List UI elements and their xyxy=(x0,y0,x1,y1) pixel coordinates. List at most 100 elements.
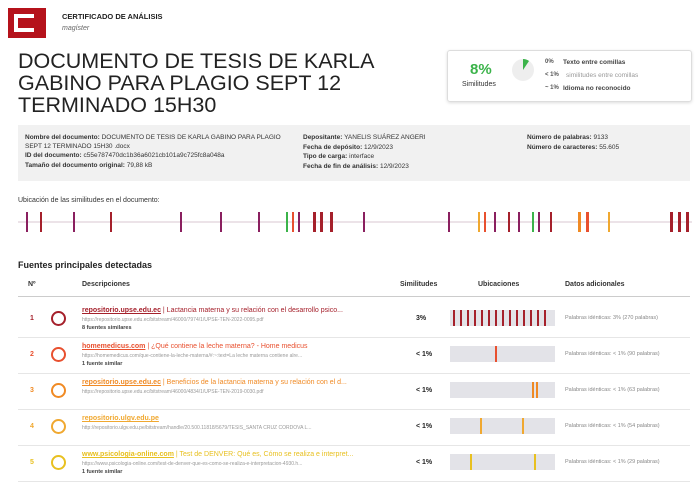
extra-data: Palabras idénticas: < 1% (90 palabras) xyxy=(565,351,660,357)
info-row: Fecha de depósito: 12/9/2023 xyxy=(303,143,503,152)
info-row: Nombre del documento: DOCUMENTO DE TESIS… xyxy=(25,133,287,151)
source-icon xyxy=(51,383,66,398)
source-site[interactable]: repositorio.upse.edu.ec xyxy=(82,379,161,386)
source-url: http://repositorio.ulgv.edu.pe/bitstream… xyxy=(82,425,312,431)
source-icon xyxy=(51,419,66,434)
summary-item-text: Texto entre comillas xyxy=(563,59,626,66)
info-value: 12/9/2023 xyxy=(379,162,409,170)
summary-percent: 8% xyxy=(470,61,492,78)
row-rule xyxy=(18,409,690,410)
locations-strip xyxy=(18,212,692,232)
info-row: Fecha de fin de análisis: 12/9/2023 xyxy=(303,162,503,171)
locations-bar xyxy=(450,382,555,398)
location-mark xyxy=(522,418,524,434)
info-value: 55.605 xyxy=(599,143,620,151)
row-number: 3 xyxy=(30,387,34,394)
row-rule xyxy=(18,337,690,338)
similarity: < 1% xyxy=(416,459,433,466)
row-number: 4 xyxy=(30,423,34,430)
locations-bar xyxy=(450,346,555,362)
info-key: Número de palabras: xyxy=(527,134,592,141)
source-desc: | ¿Qué contiene la leche materna? - Home… xyxy=(145,343,308,350)
header-label: CERTIFICADO DE ANÁLISIS xyxy=(62,12,163,21)
title: DOCUMENTO DE TESIS DE KARLA GABINO PARA … xyxy=(18,50,374,116)
location-mark xyxy=(495,346,497,362)
source-title: repositorio.upse.edu.ec | Lactancia mate… xyxy=(82,307,343,314)
info-key: Nombre del documento: xyxy=(25,134,100,141)
source-site[interactable]: repositorio.upse.edu.ec xyxy=(82,307,161,314)
info-row: Número de palabras: 9133 xyxy=(527,133,687,142)
location-mark xyxy=(523,310,525,326)
logo-mark xyxy=(14,14,34,32)
location-mark xyxy=(537,310,539,326)
source-note: 1 fuente similar xyxy=(82,361,123,367)
location-mark xyxy=(534,454,536,470)
info-key: Tipo de carga: xyxy=(303,153,348,160)
sources-heading: Fuentes principales detectadas xyxy=(18,260,153,270)
similarity: < 1% xyxy=(416,387,433,394)
info-value: 79,88 kB xyxy=(126,161,153,169)
info-value: DOCUMENTO DE TESIS DE KARLA GABINO PARA … xyxy=(25,134,281,150)
location-mark xyxy=(467,310,469,326)
summary-label: Similitudes xyxy=(462,81,496,88)
source-icon xyxy=(51,347,66,362)
source-icon xyxy=(51,311,66,326)
row-number: 1 xyxy=(30,315,34,322)
info-value: 12/9/2023 xyxy=(364,143,393,151)
column-header: Similitudes xyxy=(400,281,438,288)
info-box xyxy=(18,125,690,181)
title-line: TERMINADO 15H30 xyxy=(18,93,217,117)
source-icon xyxy=(51,455,66,470)
location-mark xyxy=(532,382,534,398)
location-mark xyxy=(453,310,455,326)
title-line: GABINO PARA PLAGIO SEPT 12 xyxy=(18,71,342,95)
location-mark xyxy=(481,310,483,326)
row-number: 2 xyxy=(30,351,34,358)
source-url: https://www.psicologia-online.com/test-d… xyxy=(82,461,303,467)
info-value: 9133 xyxy=(593,134,608,141)
info-key: Depositante: xyxy=(303,134,343,141)
source-title: homemedicus.com | ¿Qué contiene la leche… xyxy=(82,343,308,350)
source-url: https://repositorio.upse.edu.ec/bitstrea… xyxy=(82,317,264,323)
column-header: Ubicaciones xyxy=(478,281,520,288)
location-mark xyxy=(480,418,482,434)
summary-item-value: < 1% xyxy=(545,72,559,78)
location-mark xyxy=(502,310,504,326)
summary-pie xyxy=(512,59,534,81)
source-site[interactable]: homemedicus.com xyxy=(82,343,146,350)
summary-item-value: 0% xyxy=(545,59,554,65)
extra-data: Palabras idénticas: < 1% (29 palabras) xyxy=(565,459,660,465)
location-mark xyxy=(474,310,476,326)
similarity: < 1% xyxy=(416,351,433,358)
header-sub: magíster xyxy=(62,25,90,32)
source-site[interactable]: repositorio.ulgv.edu.pe xyxy=(82,415,159,422)
logo xyxy=(8,8,46,38)
location-mark xyxy=(509,310,511,326)
extra-data: Palabras idénticas: < 1% (54 palabras) xyxy=(565,423,660,429)
info-row: Tipo de carga: interface xyxy=(303,152,503,161)
similarity: 3% xyxy=(416,315,427,322)
location-mark xyxy=(544,310,546,326)
locations-bar xyxy=(450,454,555,470)
location-mark xyxy=(495,310,497,326)
info-key: Tamaño del documento original: xyxy=(25,161,125,169)
column-header: Datos adicionales xyxy=(565,281,625,288)
source-site[interactable]: www.psicologia-online.com xyxy=(82,451,174,458)
row-number: 5 xyxy=(30,459,34,466)
locations-bar xyxy=(450,418,555,434)
source-note: 1 fuente similar xyxy=(82,469,123,475)
source-title: repositorio.ulgv.edu.pe xyxy=(82,415,159,422)
similarity: < 1% xyxy=(416,423,433,430)
extra-data: Palabras idénticas: 3% (270 palabras) xyxy=(565,315,658,321)
summary-item-text: Idioma no reconocido xyxy=(563,85,631,92)
location-mark xyxy=(530,310,532,326)
info-row: ID del documento: c55e787470dc1b36a6021c… xyxy=(25,151,287,160)
row-rule xyxy=(18,373,690,374)
header-rule xyxy=(18,296,690,297)
info-row: Depositante: YANELIS SUÁREZ ANGERI xyxy=(303,133,503,142)
info-key: Fecha de depósito: xyxy=(303,143,363,151)
source-url: https://repositorio.upse.edu.ec/bitstrea… xyxy=(82,389,264,395)
source-desc: | Lactancia materna y su relación con el… xyxy=(160,307,343,314)
